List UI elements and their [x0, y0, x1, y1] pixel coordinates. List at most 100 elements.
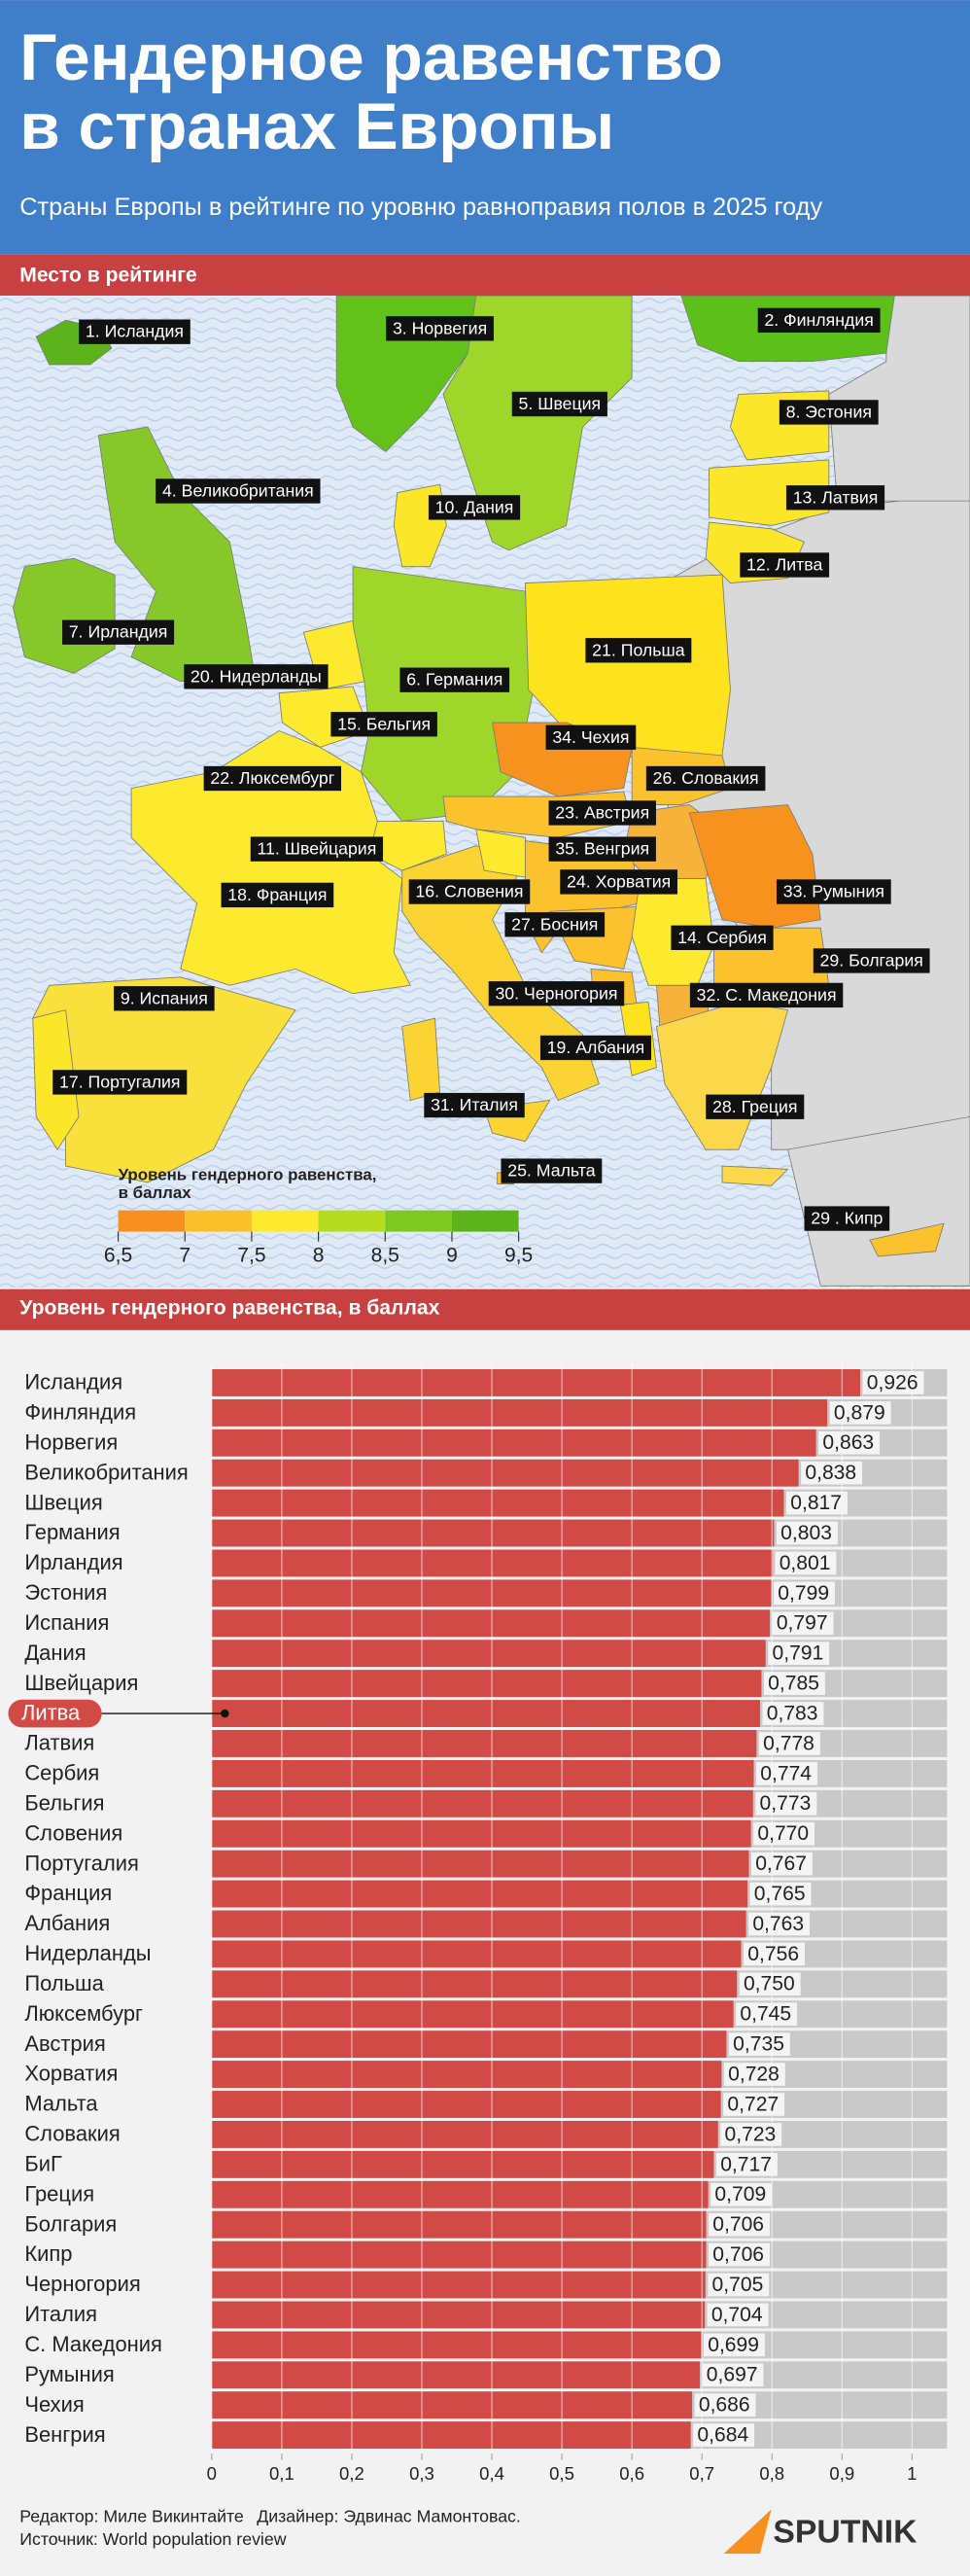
bar [211, 1609, 771, 1638]
legend-tick-label: 7 [179, 1244, 191, 1266]
map-label: 22. Люксембург [210, 768, 334, 788]
countries [13, 296, 945, 1257]
category-label: Польша [24, 1971, 104, 1995]
value-label-bg [702, 2363, 764, 2387]
map-label-box [813, 948, 930, 973]
value-label: 0,705 [712, 2274, 764, 2296]
bar [211, 1910, 746, 1938]
x-tick-label: 0,4 [479, 2463, 504, 2484]
bar [211, 2421, 691, 2450]
value-label-bg [758, 1732, 820, 1755]
map-label-box [488, 981, 625, 1006]
value-label-bg [703, 2333, 765, 2357]
map-label: 14. Сербия [677, 928, 767, 947]
legend-title: в баллах [119, 1183, 192, 1202]
category-label: Финляндия [24, 1399, 136, 1424]
map-label-box [428, 495, 521, 520]
x-tick-label: 0,2 [339, 2463, 364, 2484]
map-label-box [52, 1070, 188, 1095]
map-label-box [399, 667, 510, 692]
value-label: 0,773 [760, 1792, 812, 1815]
legend-band [318, 1210, 386, 1232]
bar [211, 1819, 751, 1848]
legend-band [451, 1210, 519, 1232]
value-label: 0,926 [867, 1371, 918, 1394]
value-label: 0,879 [834, 1401, 885, 1424]
value-label: 0,750 [744, 1973, 795, 1995]
legend-tick-label: 7,5 [237, 1244, 265, 1266]
value-label: 0,699 [708, 2334, 759, 2356]
map-label: 34. Чехия [552, 727, 629, 747]
map-label: 18. Франция [227, 885, 327, 904]
bar [211, 1398, 828, 1427]
footer-designer: Дизайнер: Эдвинас Мамонтовас. [257, 2506, 521, 2525]
value-label: 0,704 [711, 2304, 763, 2326]
bar [211, 1640, 766, 1668]
map-label-box [548, 836, 656, 862]
map: 1. Исландия 2. Финляндия 3. Норвегия 4. Вел… [0, 296, 970, 1288]
bar [211, 2150, 714, 2178]
bar [211, 1880, 748, 1908]
category-label: Кипр [24, 2241, 72, 2266]
map-label: 23. Австрия [555, 803, 649, 823]
value-label-bg [775, 1551, 837, 1575]
category-label: Латвия [24, 1731, 94, 1755]
value-label-bg [750, 1852, 813, 1876]
map-label: 16. Словения [415, 882, 523, 901]
category-label: С. Македония [24, 2332, 162, 2356]
bar [211, 2061, 722, 2089]
category-label: Албания [24, 1911, 110, 1935]
value-label: 0,778 [763, 1732, 814, 1754]
map-label-box [706, 1094, 805, 1119]
map-label-box [184, 664, 329, 689]
value-label-bg [709, 2212, 770, 2237]
map-label-box [221, 882, 334, 908]
bar [211, 1670, 762, 1698]
category-label: Ирландия [24, 1550, 122, 1574]
value-label-bg [862, 1371, 924, 1394]
map-label-box [62, 619, 175, 645]
section-bar [0, 1288, 970, 1330]
bar [211, 1429, 816, 1457]
map-label-box [585, 638, 692, 663]
map-label: 29. Болгария [820, 950, 923, 970]
value-label: 0,706 [712, 2243, 764, 2266]
header-bg [0, 0, 970, 255]
map-label: 20. Нидерланды [191, 666, 322, 686]
bar [211, 2241, 707, 2269]
highlight-pill [8, 1699, 102, 1728]
value-label-bg [710, 2182, 773, 2206]
bar-chart: 0 0,1 0,2 0,3 0,4 0,5 0,6 0,7 0,8 0,9 1 0,926 Исланд… [0, 1329, 970, 2576]
value-label-bg [739, 1972, 801, 1996]
title: Гендерное равенство [19, 21, 723, 94]
value-label: 0,783 [767, 1702, 818, 1724]
value-label: 0,728 [728, 2064, 779, 2086]
map-label-box [156, 478, 321, 504]
value-label-bg [772, 1611, 834, 1636]
map-label-box [114, 986, 215, 1011]
value-label: 0,686 [699, 2394, 750, 2417]
category-label: Исландия [24, 1370, 122, 1394]
value-label: 0,770 [757, 1822, 809, 1845]
value-label-bg [776, 1521, 838, 1545]
map-label: 35. Венгрия [555, 839, 649, 859]
value-label-bg [723, 2063, 785, 2086]
bar [211, 2301, 706, 2329]
value-label-bg [715, 2153, 778, 2176]
value-label: 0,706 [712, 2213, 764, 2236]
value-label: 0,767 [755, 1853, 807, 1875]
value-label-bg [768, 1641, 830, 1666]
bar [211, 1459, 799, 1487]
x-tick-label: 0,3 [409, 2463, 434, 2484]
map-label: 32. С. Македония [697, 985, 837, 1005]
bar [211, 1519, 775, 1547]
bar [211, 1489, 784, 1517]
bar [211, 2271, 706, 2299]
value-label-bg [723, 2093, 785, 2116]
map-label: 11. Швейцария [258, 839, 377, 859]
value-label-bg [786, 1491, 848, 1515]
map-label: 13. Латвия [793, 487, 879, 507]
bar [211, 1850, 749, 1878]
value-label: 0,765 [754, 1883, 806, 1905]
